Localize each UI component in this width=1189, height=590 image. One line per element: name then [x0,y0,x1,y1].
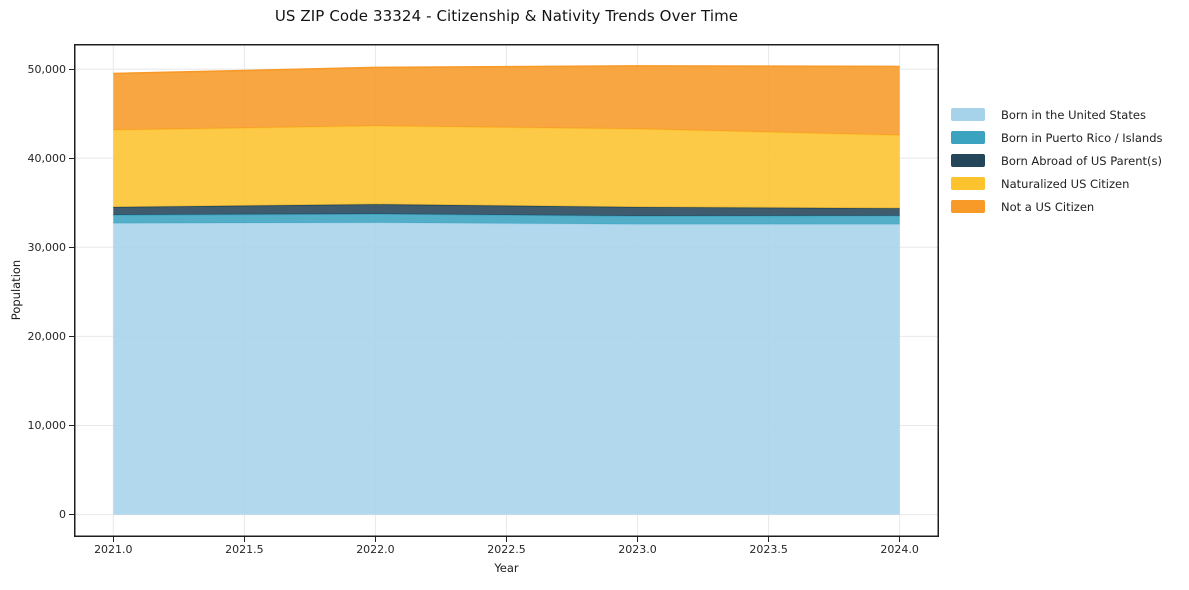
y-tick-mark [69,335,74,337]
area-series-0 [113,222,900,515]
y-tick-label: 50,000 [27,62,67,76]
legend-item: Born Abroad of US Parent(s) [951,149,1163,172]
x-tick-mark [768,537,770,542]
y-tick-label: 0 [59,508,66,522]
y-tick-label: 20,000 [27,329,67,343]
y-tick-mark [69,424,74,426]
x-tick-label: 2021.5 [225,543,264,556]
x-axis-label: Year [494,561,519,575]
x-tick-mark [112,537,114,542]
y-tick-mark [69,68,74,70]
legend-swatch-icon [951,177,985,190]
x-tick-label: 2023.0 [618,543,657,556]
chart-title: US ZIP Code 33324 - Citizenship & Nativi… [274,7,739,25]
legend-item: Born in the United States [951,103,1163,126]
x-tick-label: 2022.5 [487,543,526,556]
legend-label: Born in the United States [1001,107,1146,122]
x-tick-mark [374,537,376,542]
area-edge-4 [113,65,900,75]
plot-frame [74,44,939,537]
legend-item: Naturalized US Citizen [951,172,1163,195]
legend: Born in the United States Born in Puerto… [951,103,1163,218]
y-tick-mark [69,157,74,159]
legend-label: Born in Puerto Rico / Islands [1001,130,1163,145]
x-tick-label: 2024.0 [880,543,919,556]
x-tick-mark [899,537,901,542]
x-tick-label: 2021.0 [94,543,133,556]
y-tick-label: 30,000 [27,240,67,254]
legend-swatch-icon [951,200,985,213]
x-tick-label: 2022.0 [356,543,395,556]
y-tick-label: 40,000 [27,151,67,165]
x-tick-mark [506,537,507,542]
x-tick-label: 2023.5 [749,543,788,556]
legend-item: Born in Puerto Rico / Islands [951,126,1163,149]
legend-label: Naturalized US Citizen [1001,176,1130,191]
y-axis-label: Population [9,259,23,321]
x-tick-mark [243,537,245,542]
legend-label: Born Abroad of US Parent(s) [1001,153,1162,168]
area-series-2 [113,204,900,217]
x-tick-mark [637,537,639,542]
plot-area [74,44,939,537]
y-tick-mark [69,514,74,516]
legend-item: Not a US Citizen [951,195,1163,218]
y-tick-label: 10,000 [27,418,67,432]
legend-swatch-icon [951,131,985,144]
y-tick-mark [69,246,74,248]
area-series-3 [113,125,900,209]
legend-label: Not a US Citizen [1001,199,1095,214]
legend-swatch-icon [951,108,985,121]
legend-swatch-icon [951,154,985,167]
area-series-4 [113,65,900,136]
